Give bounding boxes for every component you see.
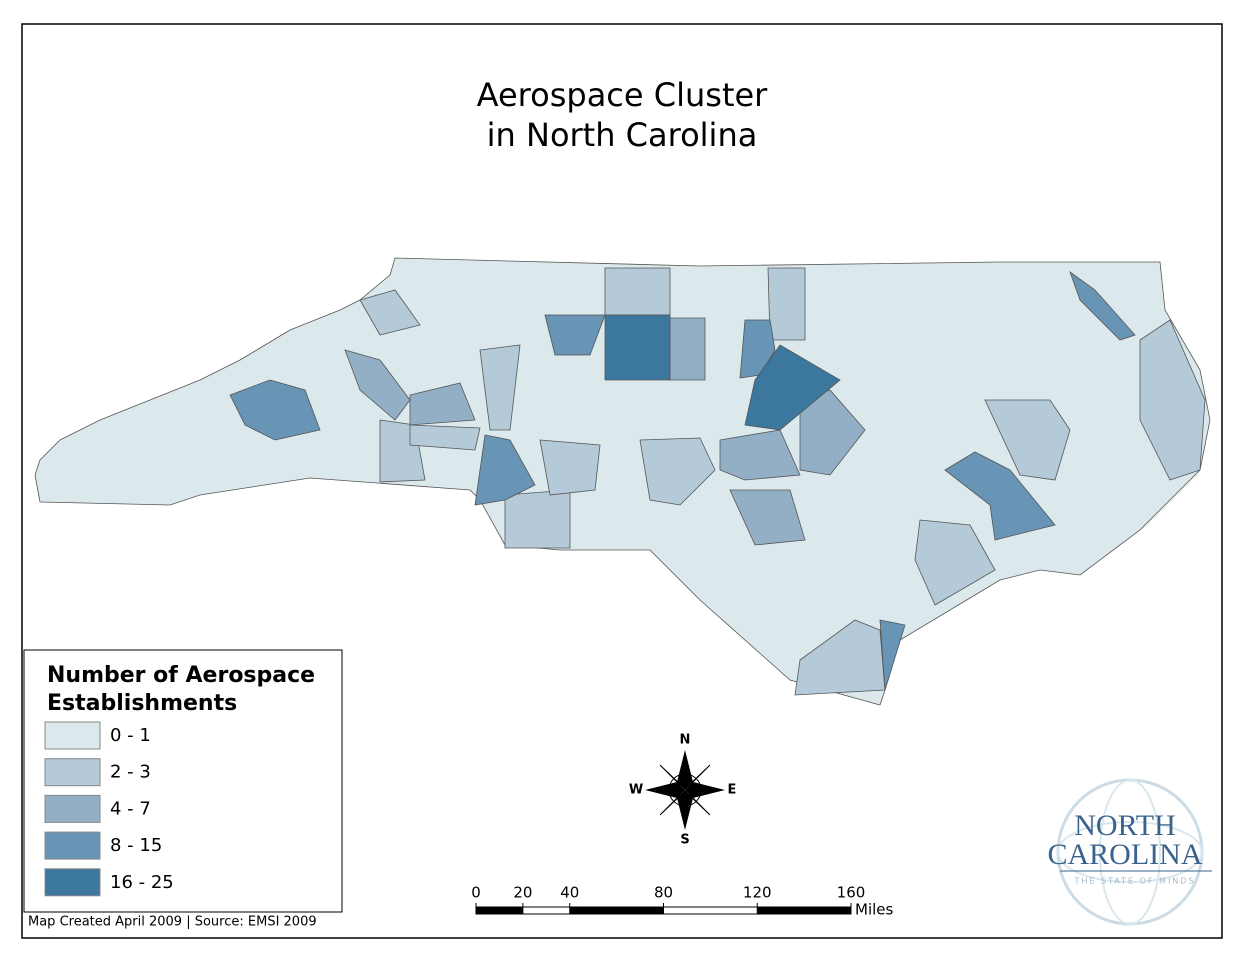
county [669, 317, 706, 381]
logo-text: NORTH [1074, 809, 1176, 842]
compass-label: S [680, 833, 689, 848]
scale-tick-label: 80 [654, 884, 673, 902]
scale-tick-label: 40 [560, 884, 579, 902]
county [474, 434, 536, 506]
logo-tagline: THE STATE OF MINDS [1073, 877, 1195, 886]
county [504, 489, 571, 549]
county [409, 424, 481, 451]
legend-label: 2 - 3 [110, 762, 151, 783]
scale-unit: Miles [855, 901, 894, 919]
legend-title: Number of Aerospace [47, 663, 315, 688]
county [767, 267, 806, 341]
compass-label: N [680, 733, 691, 748]
scale-tick-label: 20 [513, 884, 532, 902]
county [604, 314, 671, 381]
legend-label: 0 - 1 [110, 725, 151, 746]
compass-label: E [728, 783, 737, 798]
scale-segment [476, 907, 523, 914]
county [914, 519, 996, 606]
county [604, 267, 671, 316]
county [639, 437, 716, 506]
county [1069, 270, 1136, 341]
county [229, 379, 321, 441]
legend-swatch [44, 794, 101, 823]
scale-segment [569, 907, 664, 914]
county [34, 257, 1211, 706]
footer: Map Created April 2009 | Source: EMSI 20… [28, 915, 317, 930]
legend-label: 4 - 7 [110, 798, 151, 819]
scale-tick-label: 120 [743, 884, 772, 902]
county [344, 349, 411, 421]
legend-label: 8 - 15 [110, 835, 162, 856]
county [879, 619, 906, 691]
county [719, 429, 801, 481]
county [944, 451, 1056, 541]
map-title: in North Carolina [487, 116, 758, 154]
map-title: Aerospace Cluster [477, 76, 769, 114]
legend-label: 16 - 25 [110, 872, 174, 893]
county [984, 399, 1071, 481]
county [544, 314, 606, 356]
legend: Number of Aerospace Establishments 0 - 1… [23, 649, 343, 913]
county [1139, 319, 1206, 481]
logo-text: CAROLINA [1048, 838, 1203, 871]
county [539, 439, 601, 496]
county [744, 344, 841, 431]
county [359, 289, 421, 336]
legend-swatch [44, 868, 101, 897]
legend-swatch [44, 721, 101, 750]
logo: NORTH CAROLINA THE STATE OF MINDS [1048, 778, 1212, 926]
scale-tick-label: 0 [471, 884, 481, 902]
legend-title: Establishments [47, 691, 237, 716]
county [409, 382, 476, 426]
state-map [34, 257, 1211, 706]
county [479, 344, 521, 431]
compass: N S E W [629, 733, 737, 848]
scale-segment [757, 907, 851, 914]
legend-swatch [44, 831, 101, 860]
scale-tick-label: 160 [837, 884, 866, 902]
compass-label: W [629, 783, 643, 798]
legend-swatch [44, 758, 101, 787]
county [729, 489, 806, 546]
